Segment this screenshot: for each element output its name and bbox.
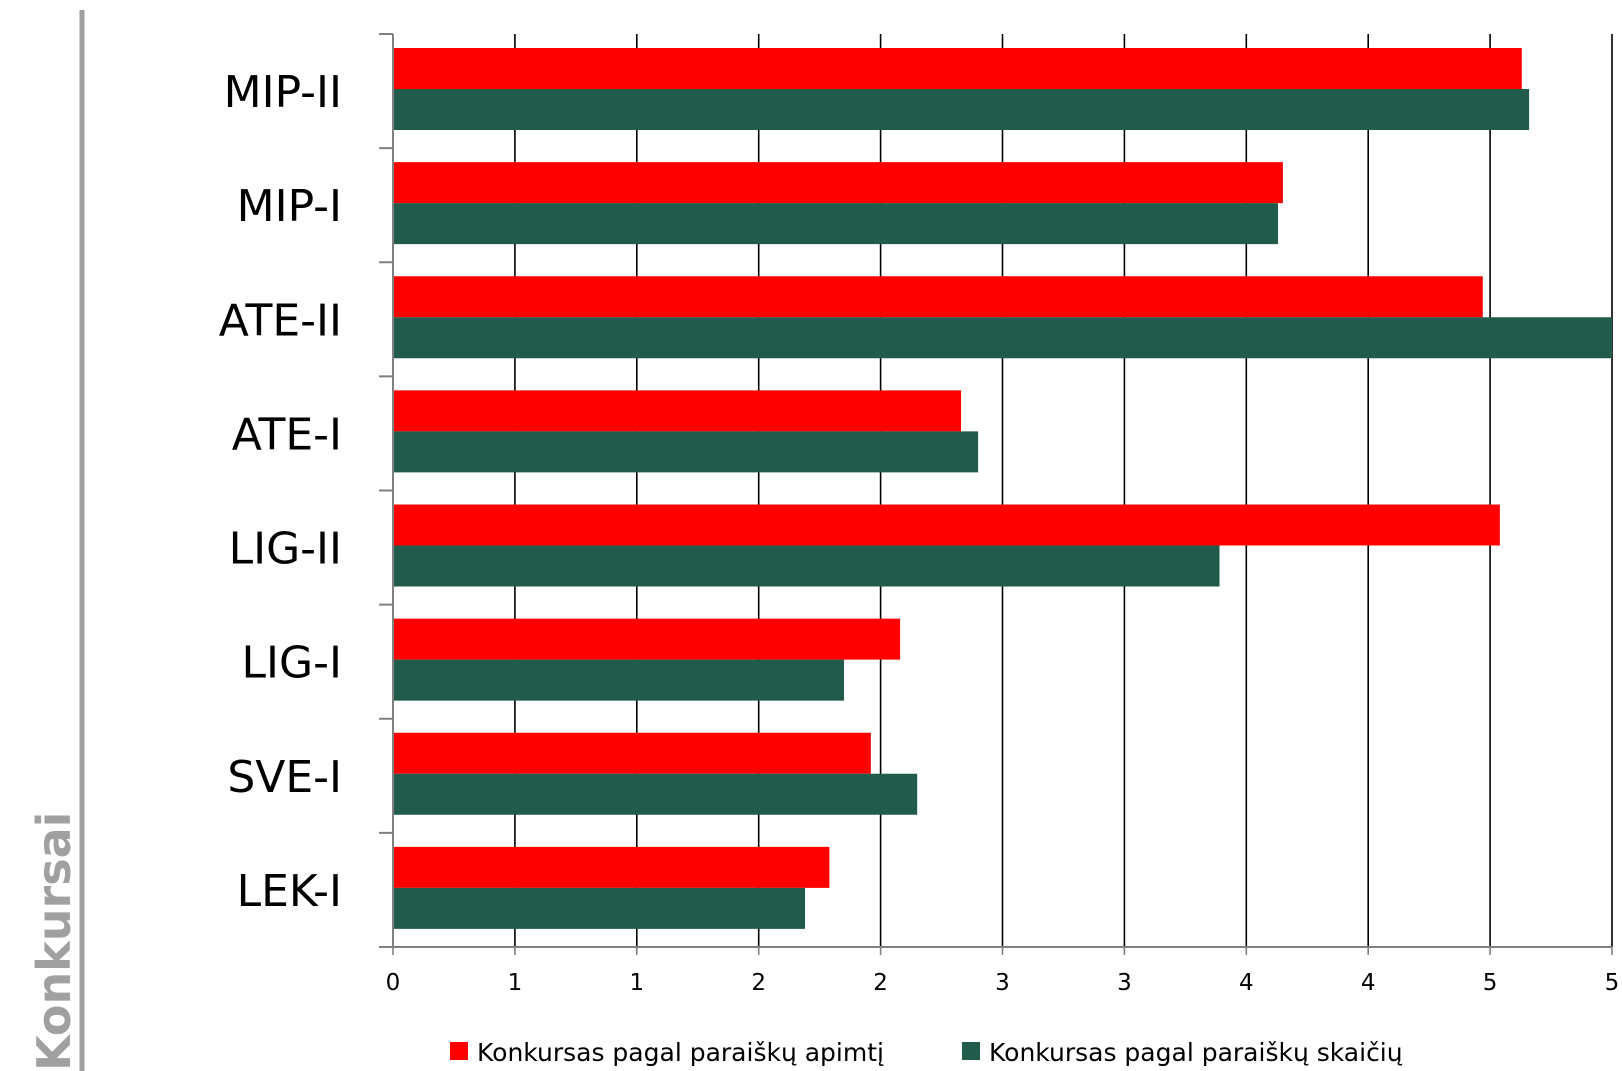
bar [393,887,806,929]
x-tick-label: 1 [508,970,523,996]
x-tick-label: 3 [1117,970,1132,996]
category-label: ATE-I [232,409,342,460]
x-tick-label: 2 [751,970,766,996]
bar [393,545,1220,587]
tick-labels: 0 1 1 2 2 3 3 4 4 5 5 [386,970,1620,996]
category-label: SVE-I [227,752,342,803]
legend-label: Konkursas pagal paraiškų apimtį [477,1038,884,1067]
x-tick-label: 2 [873,970,888,996]
x-tick-label: 1 [629,970,644,996]
category-labels: MIP-II MIP-I ATE-II ATE-I LIG-II LIG-I SVE-I LE… [219,67,342,917]
bar [393,317,1612,359]
bar [393,659,845,701]
x-tick-label: 4 [1361,970,1376,996]
x-tick-label: 5 [1483,970,1498,996]
x-tick-label: 3 [995,970,1010,996]
bar [393,89,1530,130]
legend-swatch [450,1042,468,1060]
category-label: LIG-II [229,524,342,575]
bar [393,162,1283,204]
x-tick-label: 5 [1605,970,1620,996]
legend-label: Konkursas pagal paraiškų skaičių [989,1038,1403,1067]
bar [393,504,1500,546]
x-tick-label: 4 [1239,970,1254,996]
legend: Konkursas pagal paraiškų apimtį Konkursas… [450,1038,1403,1067]
bars [393,48,1612,929]
category-label: LEK-I [237,866,342,917]
category-label: LIG-I [242,638,342,689]
x-tick-label: 0 [386,970,401,996]
bar [393,773,918,815]
bar [393,618,901,660]
axes [379,33,1612,948]
bar [393,48,1522,89]
bar [393,390,962,432]
bar [393,846,830,888]
category-label: MIP-I [237,181,342,232]
y-axis-title: Konkursai [27,812,81,1071]
category-label: ATE-II [219,295,342,346]
category-label: MIP-II [224,67,342,118]
bar [393,431,979,473]
bar [393,276,1483,318]
bar [393,203,1278,245]
bar [393,732,871,774]
legend-swatch [962,1042,980,1060]
